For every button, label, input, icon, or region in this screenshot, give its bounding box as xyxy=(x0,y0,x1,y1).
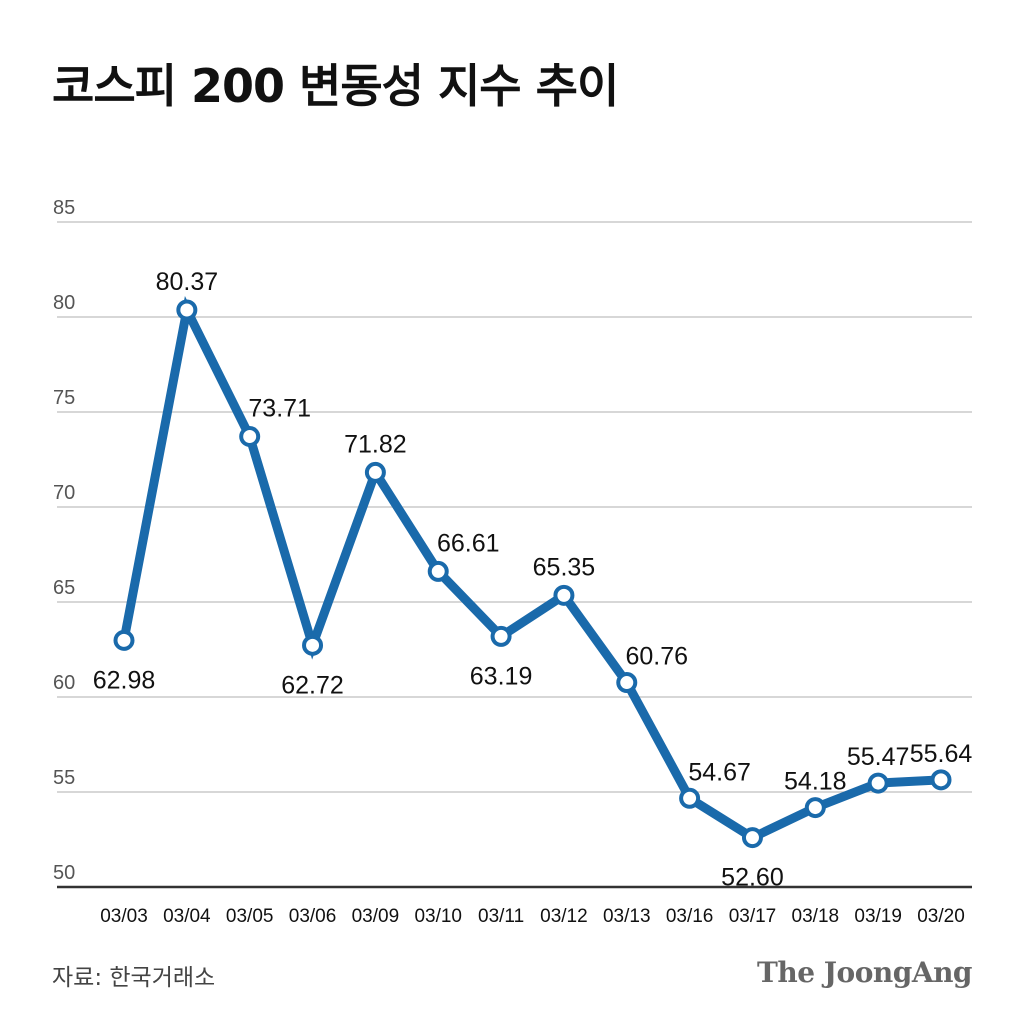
data-label: 65.35 xyxy=(533,553,596,581)
y-tick-label: 60 xyxy=(53,672,75,694)
y-tick-label: 80 xyxy=(53,292,75,314)
data-label: 62.72 xyxy=(281,671,344,699)
x-tick-label: 03/12 xyxy=(540,906,588,927)
x-tick-label: 03/10 xyxy=(414,906,462,927)
data-label: 52.60 xyxy=(721,864,784,892)
publisher-logo: The JoongAng xyxy=(757,956,972,989)
data-label: 73.71 xyxy=(248,395,311,423)
series-line xyxy=(119,295,946,843)
data-label: 62.98 xyxy=(93,666,156,694)
data-label: 80.37 xyxy=(156,268,219,296)
data-point xyxy=(553,584,575,606)
x-tick-label: 03/06 xyxy=(289,906,337,927)
data-point xyxy=(113,629,135,651)
x-tick-label: 03/18 xyxy=(792,906,840,927)
data-label: 60.76 xyxy=(625,643,688,671)
data-point xyxy=(239,426,261,448)
x-tick-label: 03/13 xyxy=(603,906,651,927)
data-point xyxy=(679,787,701,809)
data-point xyxy=(490,625,512,647)
data-label: 66.61 xyxy=(437,529,500,557)
x-tick-label: 03/11 xyxy=(478,906,524,927)
data-point xyxy=(364,461,386,483)
data-point xyxy=(867,772,889,794)
x-tick-label: 03/05 xyxy=(226,906,274,927)
data-point xyxy=(804,797,826,819)
y-tick-label: 50 xyxy=(53,862,75,884)
data-point xyxy=(176,299,198,321)
x-tick-label: 03/04 xyxy=(163,906,211,927)
data-point xyxy=(616,672,638,694)
y-tick-label: 70 xyxy=(53,482,75,504)
x-tick-label: 03/09 xyxy=(352,906,400,927)
data-point xyxy=(302,634,324,656)
x-tick-label: 03/20 xyxy=(917,906,965,927)
data-label: 54.18 xyxy=(784,768,847,796)
data-point xyxy=(427,560,449,582)
y-tick-label: 65 xyxy=(53,577,75,599)
x-tick-label: 03/17 xyxy=(729,906,777,927)
x-tick-label: 03/16 xyxy=(666,906,714,927)
data-point xyxy=(930,769,952,791)
x-tick-label: 03/03 xyxy=(100,906,148,927)
chart-title: 코스피 200 변동성 지수 추이 xyxy=(52,59,619,113)
data-point xyxy=(741,827,763,849)
data-label: 54.67 xyxy=(688,758,751,786)
y-tick-label: 75 xyxy=(53,387,75,409)
data-label: 55.64 xyxy=(910,740,973,768)
data-label: 63.19 xyxy=(470,662,533,690)
source-note: 자료: 한국거래소 xyxy=(52,965,216,991)
data-label: 71.82 xyxy=(344,430,407,458)
data-label: 55.47 xyxy=(847,743,910,771)
x-tick-label: 03/19 xyxy=(854,906,902,927)
y-tick-label: 85 xyxy=(53,197,75,219)
y-tick-label: 55 xyxy=(53,767,75,789)
